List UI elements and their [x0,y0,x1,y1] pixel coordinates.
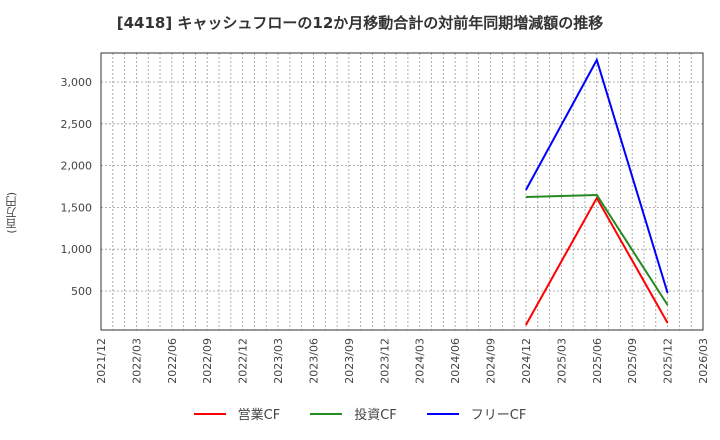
series-line [525,195,669,326]
legend-swatch-red [193,412,226,415]
svg-text:1,500: 1,500 [61,201,93,214]
svg-text:2022/06: 2022/06 [166,338,179,384]
y-axis-ticks: 500 1,000 1,500 2,000 2,500 3,000 [61,76,93,298]
svg-text:2024/09: 2024/09 [485,338,498,384]
legend-swatch-blue [426,412,459,415]
svg-text:2,000: 2,000 [61,160,93,173]
svg-text:1,000: 1,000 [61,243,93,256]
grid-lines [101,53,703,330]
series-line [525,193,669,306]
series-line [525,57,669,294]
svg-text:2024/06: 2024/06 [449,338,462,384]
series-lines [525,57,669,326]
plot-frame [100,52,704,331]
svg-text:2023/09: 2023/09 [343,338,356,384]
x-axis-ticks: 2021/12 2022/03 2022/06 2022/09 2022/12 2023/… [95,338,710,384]
svg-text:2,500: 2,500 [61,118,93,131]
svg-text:2025/03: 2025/03 [555,338,568,384]
legend-item-operating-cf: 営業CF [193,404,281,423]
svg-text:500: 500 [71,285,92,298]
svg-text:3,000: 3,000 [61,76,93,89]
legend: 営業CF 投資CF フリーCF [0,404,720,423]
svg-text:2024/12: 2024/12 [520,338,533,384]
legend-label: 営業CF [237,408,281,423]
svg-text:2025/12: 2025/12 [662,338,675,384]
svg-text:2025/09: 2025/09 [626,338,639,384]
svg-text:2026/03: 2026/03 [697,338,710,384]
svg-text:2023/06: 2023/06 [307,338,320,384]
legend-label: フリーCF [470,408,527,423]
svg-text:2023/03: 2023/03 [272,338,285,384]
chart-title: [4418] キャッシュフローの12か月移動合計の対前年同期増減額の推移 [116,14,604,32]
svg-text:2022/09: 2022/09 [201,338,214,384]
legend-item-free-cf: フリーCF [426,404,527,423]
svg-text:2022/03: 2022/03 [130,338,143,384]
svg-text:2023/12: 2023/12 [378,338,391,384]
legend-swatch-green [310,412,343,415]
svg-text:2025/06: 2025/06 [591,338,604,384]
svg-text:2024/03: 2024/03 [414,338,427,384]
svg-text:2022/12: 2022/12 [237,338,250,384]
legend-label: 投資CF [354,408,397,423]
legend-item-investing-cf: 投資CF [310,404,397,423]
svg-text:2021/12: 2021/12 [95,338,108,384]
